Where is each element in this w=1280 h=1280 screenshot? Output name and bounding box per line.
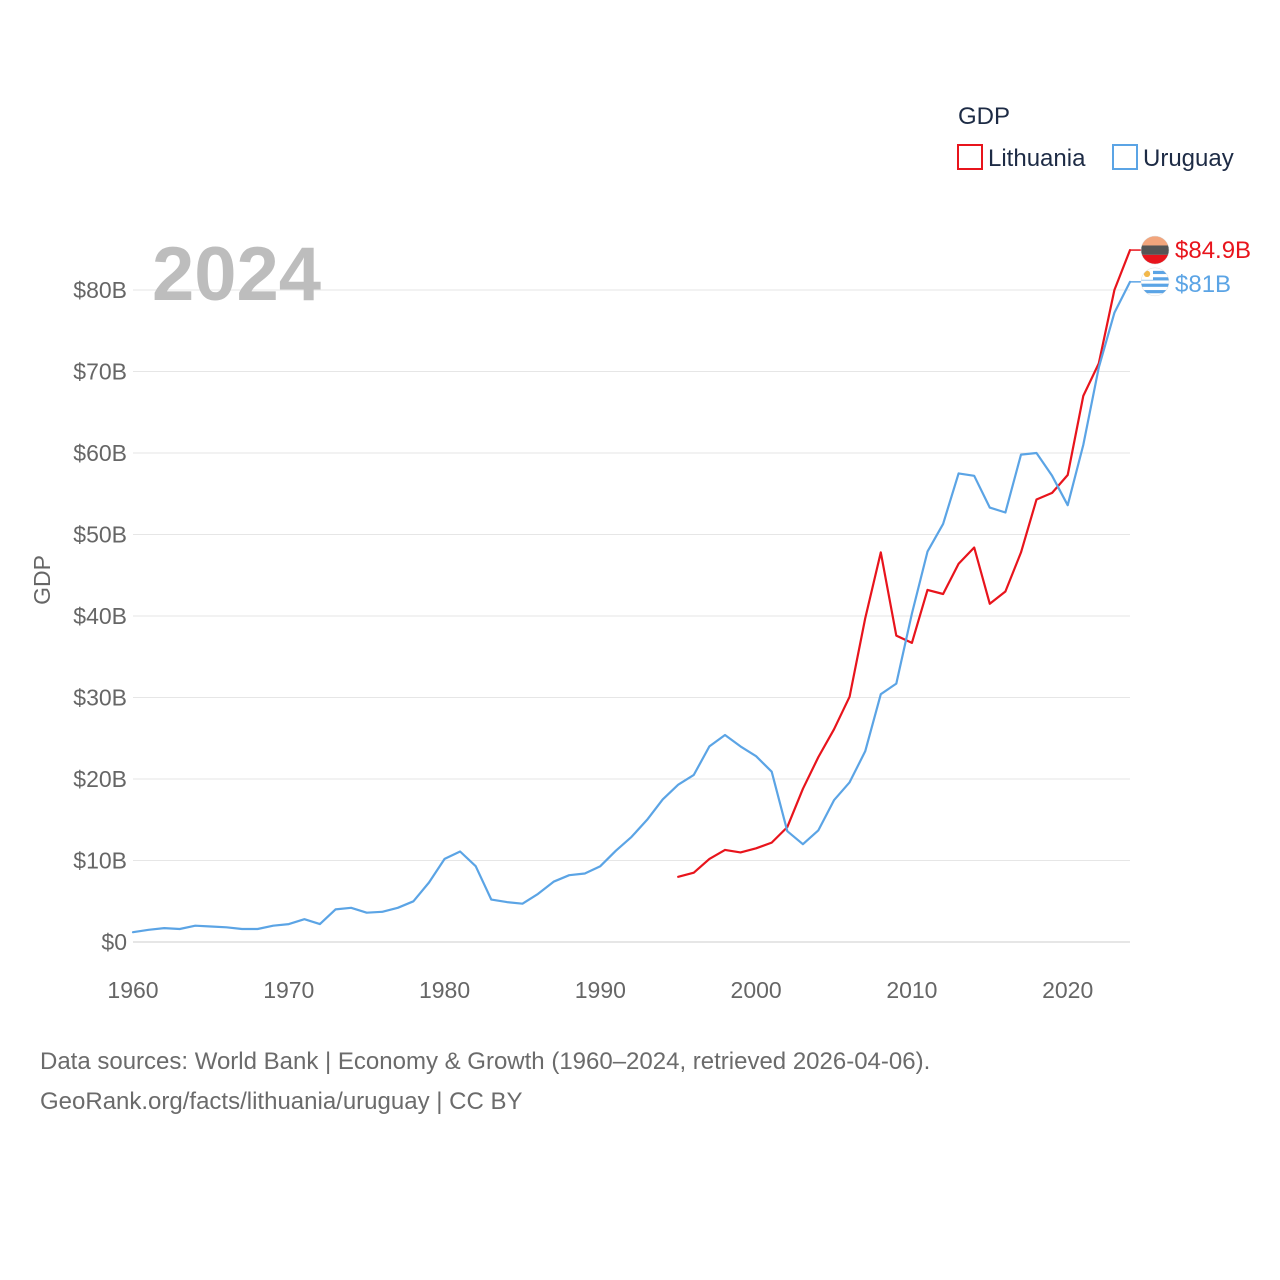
source-line-1: Data sources: World Bank | Economy & Gro… — [40, 1048, 931, 1075]
series-end-markers: $84.9B $81B — [1130, 235, 1251, 298]
x-axis-ticks: 1960 1970 1980 1990 2000 2010 2020 — [107, 977, 1093, 1003]
y-tick-label: $0 — [101, 929, 127, 955]
series-line-uruguay — [131, 280, 1132, 934]
y-tick-label: $10B — [73, 848, 127, 874]
lithuania-flag-icon — [1140, 235, 1170, 265]
y-tick-label: $60B — [73, 440, 127, 466]
legend-label-uruguay[interactable]: Uruguay — [1143, 145, 1234, 172]
series-line-lithuania — [677, 249, 1132, 878]
gdp-line-chart: $0$10B$20B$30B$40B$50B$60B$70B$80B 1960 1… — [29, 103, 1251, 1003]
end-value-label-lithuania: $84.9B — [1175, 237, 1251, 264]
y-tick-label: $80B — [73, 277, 127, 303]
legend-swatch-lithuania[interactable] — [957, 144, 983, 170]
y-tick-label: $40B — [73, 603, 127, 629]
legend-title: GDP — [958, 103, 1010, 130]
legend-label-lithuania[interactable]: Lithuania — [988, 145, 1086, 172]
legend-swatch-uruguay[interactable] — [1112, 144, 1138, 170]
year-label: 2024 — [152, 232, 321, 317]
series-lines — [131, 249, 1132, 934]
source-line-2: GeoRank.org/facts/lithuania/uruguay | CC… — [40, 1088, 523, 1115]
x-tick-label: 1990 — [575, 977, 626, 1003]
end-value-label-uruguay: $81B — [1175, 271, 1231, 298]
x-tick-label: 1960 — [107, 977, 158, 1003]
uruguay-flag-icon — [1140, 267, 1170, 297]
source-note: Data sources: World Bank | Economy & Gro… — [40, 1042, 1240, 1122]
x-tick-label: 1970 — [263, 977, 314, 1003]
y-tick-label: $50B — [73, 522, 127, 548]
y-tick-label: $30B — [73, 685, 127, 711]
y-axis-label: GDP — [29, 555, 55, 605]
x-tick-label: 1980 — [419, 977, 470, 1003]
gridlines — [133, 289, 1130, 943]
y-axis-ticks: $0 $10B $20B $30B $40B $50B $60B $70B $80B — [73, 277, 127, 955]
x-tick-label: 2020 — [1042, 977, 1093, 1003]
x-tick-label: 2010 — [886, 977, 937, 1003]
legend[interactable]: GDP Lithuania Uruguay — [957, 103, 1234, 172]
x-tick-label: 2000 — [731, 977, 782, 1003]
y-tick-label: $70B — [73, 359, 127, 385]
y-tick-label: $20B — [73, 766, 127, 792]
